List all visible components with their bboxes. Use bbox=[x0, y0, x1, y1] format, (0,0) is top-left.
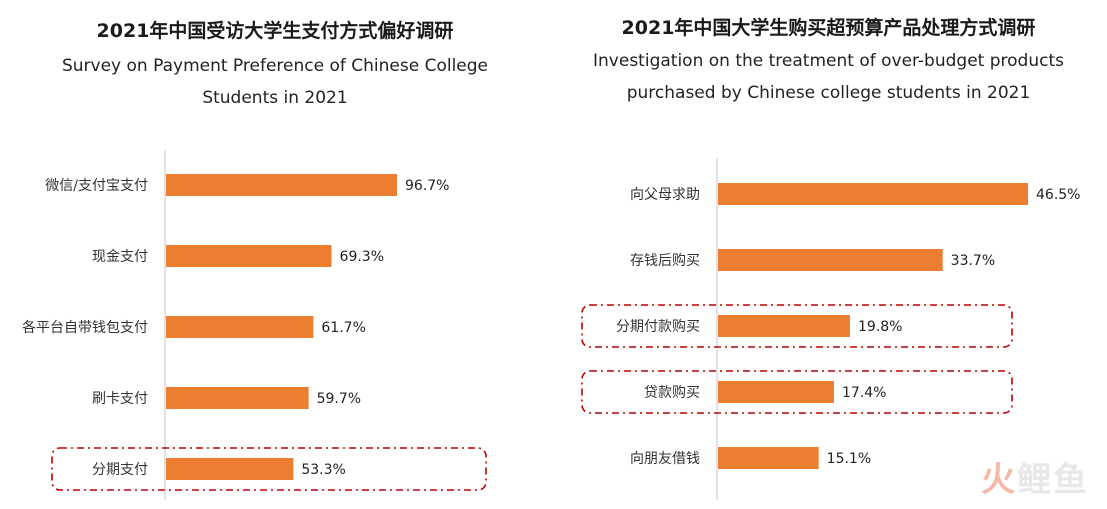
category-label: 现金支付 bbox=[92, 249, 148, 265]
highlight-box bbox=[581, 370, 1013, 414]
chart-panel-payment: 2021年中国受访大学生支付方式偏好调研 Survey on Payment P… bbox=[0, 0, 550, 509]
data-label: 19.8% bbox=[858, 319, 902, 335]
category-label: 微信/支付宝支付 bbox=[45, 178, 148, 194]
data-label: 59.7% bbox=[317, 391, 361, 407]
bar bbox=[718, 249, 943, 271]
bar bbox=[718, 315, 850, 337]
highlight-box bbox=[581, 304, 1013, 348]
data-label: 69.3% bbox=[340, 249, 384, 265]
category-label: 分期支付 bbox=[92, 462, 148, 478]
data-label: 33.7% bbox=[951, 253, 995, 269]
data-label: 61.7% bbox=[321, 320, 365, 336]
highlight-box bbox=[51, 447, 487, 491]
chart-panel-over-budget: 2021年中国大学生购买超预算产品处理方式调研 Investigation on… bbox=[550, 0, 1107, 509]
data-label: 15.1% bbox=[827, 451, 871, 467]
category-label: 贷款购买 bbox=[644, 385, 700, 401]
category-label: 存钱后购买 bbox=[630, 253, 700, 269]
data-label: 17.4% bbox=[842, 385, 886, 401]
data-label: 96.7% bbox=[405, 178, 449, 194]
bar bbox=[166, 316, 314, 338]
category-label: 分期付款购买 bbox=[616, 319, 700, 335]
bar bbox=[166, 387, 309, 409]
category-label: 各平台自带钱包支付 bbox=[22, 320, 148, 336]
bar bbox=[166, 245, 332, 267]
logo-text: 鲤鱼 bbox=[1017, 460, 1089, 500]
data-label: 53.3% bbox=[301, 462, 345, 478]
bar bbox=[718, 447, 819, 469]
data-label: 46.5% bbox=[1036, 187, 1080, 203]
logo-mark: 火 bbox=[981, 460, 1017, 500]
category-label: 向父母求助 bbox=[630, 187, 700, 203]
chart-title: 2021年中国大学生购买超预算产品处理方式调研 bbox=[621, 17, 1036, 39]
chart-subtitle: Survey on Payment Preference of Chinese … bbox=[61, 56, 488, 108]
category-label: 向朋友借钱 bbox=[630, 451, 700, 467]
bar-chart-over-budget: 向父母求助 46.5% 存钱后购买 33.7% 分期付款购买 19.8% 贷款购买 17.4%… bbox=[581, 158, 1080, 500]
category-label: 刷卡支付 bbox=[92, 391, 148, 407]
bar-chart-payment: 微信/支付宝支付 96.7% 现金支付 69.3% 各平台自带钱包支付 61.7% 刷卡支付… bbox=[22, 150, 487, 500]
brand-logo: 火鲤鱼 bbox=[981, 452, 1089, 501]
bar bbox=[166, 174, 397, 196]
bar bbox=[718, 183, 1028, 205]
bar bbox=[718, 381, 834, 403]
chart-title: 2021年中国受访大学生支付方式偏好调研 bbox=[96, 20, 454, 42]
bar bbox=[166, 458, 294, 480]
chart-subtitle: Investigation on the treatment of over-b… bbox=[593, 51, 1064, 103]
